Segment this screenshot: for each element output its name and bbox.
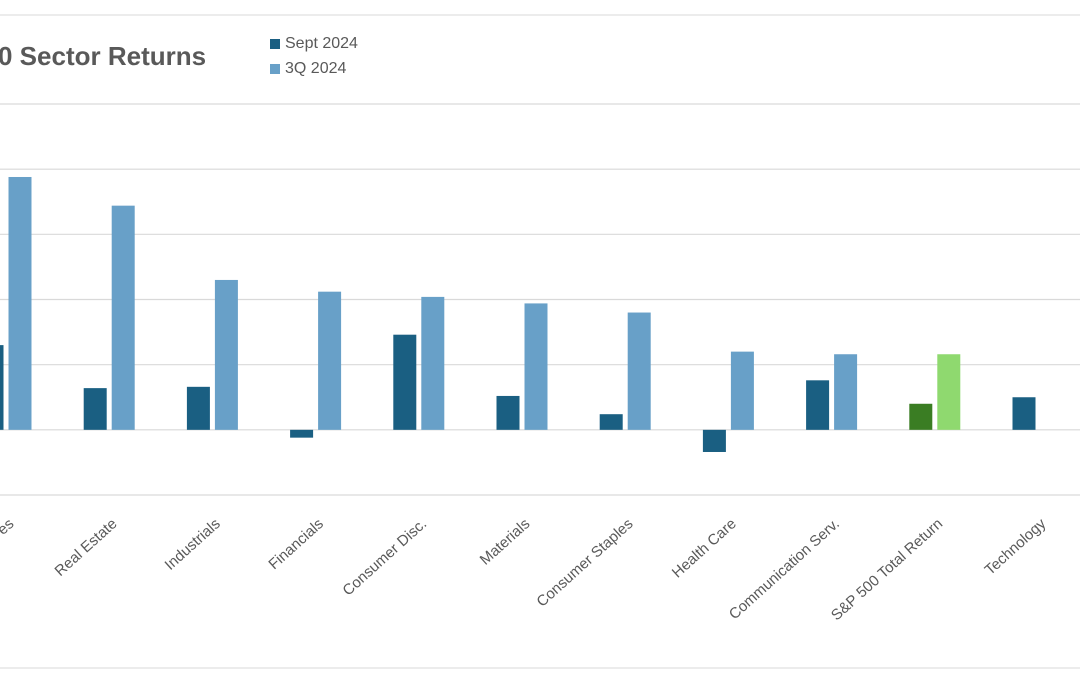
bar [318, 291, 342, 430]
bar [730, 351, 754, 430]
x-tick-label: Health Care [669, 515, 740, 581]
chart-title: 0 Sector Returns [0, 41, 206, 71]
x-tick-label: es [0, 515, 17, 538]
x-tick-label: Financials [265, 515, 327, 573]
bar [8, 176, 32, 430]
bar [909, 403, 933, 430]
bar [0, 345, 4, 430]
legend-swatch [270, 64, 280, 74]
legend-label: Sept 2024 [285, 35, 358, 52]
bar [290, 429, 314, 438]
x-tick-label: Consumer Disc. [339, 515, 430, 599]
bar [496, 395, 520, 430]
x-tick-label: Consumer Staples [533, 515, 636, 610]
bar [834, 354, 858, 430]
legend-swatch [270, 39, 280, 49]
bar [83, 388, 107, 430]
bar [393, 334, 417, 430]
bar [524, 303, 548, 430]
bar [599, 414, 623, 430]
bar [937, 354, 961, 430]
x-tick-label: Materials [477, 515, 534, 568]
legend: Sept 2024 3Q 2024 [270, 35, 358, 77]
bar [1012, 397, 1036, 430]
bar [421, 296, 445, 430]
bar [702, 429, 726, 452]
bar [186, 386, 210, 430]
x-tick-label: Real Estate [52, 515, 121, 580]
x-tick-label: S&P 500 Total Return [828, 515, 946, 624]
x-tick-label: Industrials [162, 515, 224, 573]
bar [111, 205, 135, 430]
bar [627, 312, 651, 430]
x-tick-label: Communication Serv. [726, 515, 843, 623]
bar [214, 279, 238, 430]
bar [806, 380, 830, 430]
legend-label: 3Q 2024 [285, 60, 346, 77]
x-tick-label: Technology [982, 515, 1050, 579]
